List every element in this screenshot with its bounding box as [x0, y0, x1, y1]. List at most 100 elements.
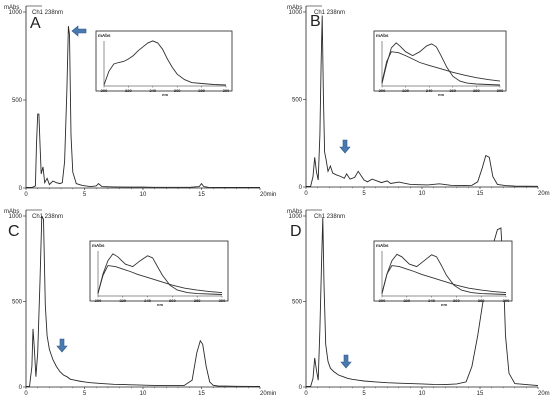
detector-label: Ch1 238nm [32, 10, 63, 16]
inset-x-tick-label: 220 [402, 88, 409, 93]
inset-x-tick-label: 240 [428, 298, 435, 303]
x-tick-label: 20min [538, 391, 550, 397]
inset-x-tick-label: 200 [95, 298, 102, 303]
arrow-icon [340, 354, 352, 369]
arrow-icon [339, 139, 351, 154]
inset-x-tick-label: 240 [149, 88, 156, 93]
inset-x-unit: nm [441, 302, 447, 307]
inset-spectrum-trace [381, 265, 507, 294]
uv-spectrum-inset: mAbs 200 220 240 260 280 300 nm [95, 30, 233, 97]
inset-spectrum-trace [103, 40, 227, 86]
x-tick-label: 5 [362, 391, 366, 397]
inset-x-tick-label: 260 [453, 298, 460, 303]
y-tick-label: 500 [12, 300, 23, 306]
inset-spectrum-trace [381, 253, 507, 295]
inset-x-tick-label: 220 [119, 298, 126, 303]
inset-x-tick-label: 300 [503, 298, 510, 303]
x-tick-label: 5 [83, 391, 87, 397]
inset-y-label: mAbs [376, 33, 389, 38]
x-tick-label: 15 [198, 391, 205, 397]
inset-y-label: mAbs [376, 243, 389, 248]
y-unit-label: mAbs [4, 209, 19, 215]
inset-x-tick-label: 260 [449, 88, 456, 93]
x-tick-label: 10 [419, 191, 426, 197]
x-tick-label: 0 [304, 391, 308, 397]
inset-x-tick-label: 200 [101, 88, 108, 93]
inset-x-tick-label: 200 [379, 88, 386, 93]
inset-x-tick-label: 260 [169, 298, 176, 303]
inset-x-tick-label: 280 [473, 88, 480, 93]
y-unit-label: mAbs [287, 5, 302, 11]
uv-spectrum-inset: mAbs 200 220 240 260 280 300 nm [373, 30, 507, 97]
x-tick-label: 0 [304, 191, 308, 197]
inset-x-unit: nm [438, 92, 444, 97]
y-tick-label: 0 [299, 185, 303, 191]
x-tick-label: 10 [140, 192, 147, 198]
detector-label: Ch1 238nm [32, 214, 63, 220]
x-tick-label: 15 [198, 192, 205, 198]
x-tick-label: 20min [260, 391, 276, 397]
y-tick-label: 1000 [289, 10, 303, 16]
inset-y-label: mAbs [98, 33, 111, 38]
panel-letter: A [30, 15, 41, 32]
inset-x-tick-label: 220 [403, 298, 410, 303]
detector-label: Ch1 238nm [314, 10, 345, 16]
inset-x-unit: nm [157, 302, 163, 307]
panel-letter: C [8, 223, 20, 240]
x-tick-label: 20min [260, 192, 276, 198]
y-tick-label: 0 [299, 385, 303, 391]
y-tick-label: 0 [19, 186, 23, 192]
inset-frame [373, 30, 507, 92]
y-unit-label: mAbs [4, 5, 19, 11]
inset-x-tick-label: 240 [144, 298, 151, 303]
y-tick-label: 0 [19, 385, 23, 391]
uv-spectrum-inset: mAbs 200 220 240 260 280 300 nm [373, 240, 513, 307]
inset-frame [373, 240, 513, 302]
chromatogram-trace [306, 15, 539, 187]
panel-letter: B [310, 13, 321, 30]
inset-x-tick-label: 200 [379, 298, 386, 303]
x-tick-label: 15 [477, 191, 484, 197]
chromatogram-trace [306, 217, 539, 387]
x-tick-label: 0 [24, 192, 28, 198]
inset-y-label: mAbs [92, 243, 105, 248]
y-tick-label: 500 [292, 300, 303, 306]
y-unit-label: mAbs [287, 209, 302, 215]
inset-x-tick-label: 240 [426, 88, 433, 93]
inset-frame [95, 30, 233, 92]
y-tick-label: 500 [292, 98, 303, 104]
inset-frame [89, 240, 229, 302]
x-tick-label: 5 [83, 192, 87, 198]
inset-x-tick-label: 280 [478, 298, 485, 303]
inset-spectrum-trace [97, 253, 223, 295]
inset-x-tick-label: 280 [198, 88, 205, 93]
detector-label: Ch1 238nm [314, 214, 345, 220]
inset-x-tick-label: 260 [174, 88, 181, 93]
x-tick-label: 5 [362, 191, 366, 197]
x-tick-label: 10 [140, 391, 147, 397]
inset-spectrum-trace [381, 51, 501, 83]
x-tick-label: 10 [419, 391, 426, 397]
y-tick-label: 1000 [9, 10, 23, 16]
arrow-icon [71, 25, 87, 37]
y-tick-label: 1000 [9, 214, 23, 220]
x-tick-label: 15 [477, 391, 484, 397]
uv-spectrum-inset: mAbs 200 220 240 260 280 300 nm [89, 240, 229, 307]
inset-x-tick-label: 220 [125, 88, 132, 93]
inset-x-tick-label: 300 [223, 88, 230, 93]
inset-x-tick-label: 300 [497, 88, 504, 93]
inset-spectrum-trace [381, 42, 501, 86]
y-tick-label: 500 [12, 98, 23, 104]
chromatogram-trace [26, 215, 261, 387]
x-tick-label: 20min [538, 191, 550, 197]
inset-x-unit: nm [162, 92, 168, 97]
inset-spectrum-trace [97, 265, 223, 294]
y-tick-label: 1000 [289, 214, 303, 220]
arrow-icon [56, 338, 68, 353]
panel-letter: D [290, 223, 302, 240]
